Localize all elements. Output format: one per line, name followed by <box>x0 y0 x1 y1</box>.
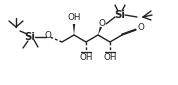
Text: Si: Si <box>114 10 125 20</box>
Text: O: O <box>99 19 105 28</box>
Text: OH: OH <box>103 53 117 62</box>
Text: O: O <box>138 23 144 32</box>
Text: OH: OH <box>79 53 93 62</box>
Text: OH: OH <box>67 14 81 23</box>
Polygon shape <box>98 27 102 35</box>
Text: O: O <box>44 32 51 40</box>
Polygon shape <box>73 24 75 35</box>
Text: Si: Si <box>25 32 35 42</box>
